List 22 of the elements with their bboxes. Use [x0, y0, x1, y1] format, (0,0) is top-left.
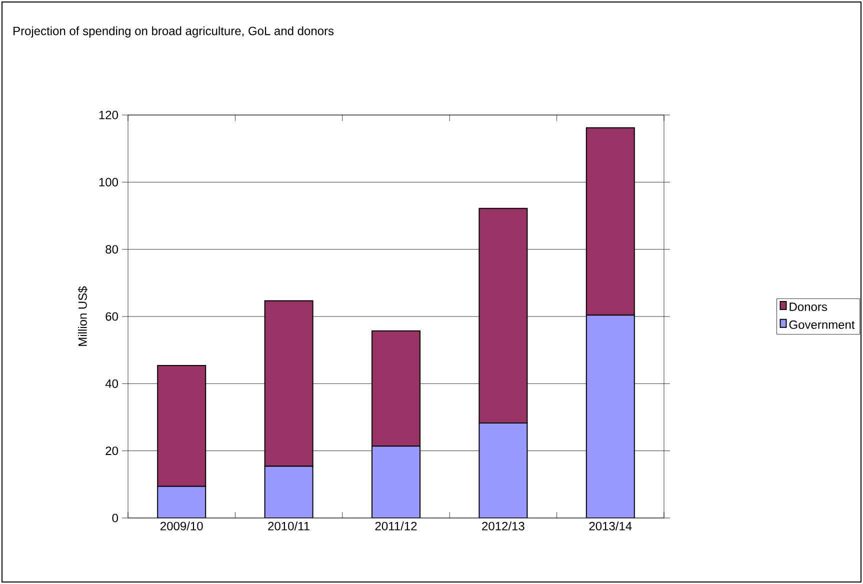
bar — [157, 486, 206, 518]
y-tick-label: 120 — [99, 110, 118, 120]
x-tick-label: 2013/14 — [589, 522, 632, 530]
legend-label: Government — [789, 320, 855, 329]
y-axis-title: Million US$ — [78, 286, 88, 346]
x-tick-label: 2010/11 — [268, 522, 310, 530]
y-tick-label: 0 — [112, 514, 118, 522]
chart-title: Projection of spending on broad agriculture, GoL and donors — [14, 26, 334, 38]
bar — [586, 314, 635, 518]
bar — [372, 330, 420, 447]
bar — [372, 446, 420, 518]
bar — [478, 422, 528, 518]
y-tick-label: 60 — [106, 312, 118, 321]
legend-label: Donors — [790, 302, 827, 312]
y-tick-label: 100 — [99, 178, 118, 186]
x-tick-label: 2011/12 — [375, 522, 417, 530]
y-tick-label: 20 — [106, 446, 118, 456]
y-tick-label: 40 — [105, 379, 118, 388]
y-tick-label: 80 — [106, 245, 118, 254]
bar — [264, 466, 314, 518]
x-tick-label: 2012/13 — [482, 522, 524, 530]
x-tick-label: 2009/10 — [160, 522, 203, 530]
